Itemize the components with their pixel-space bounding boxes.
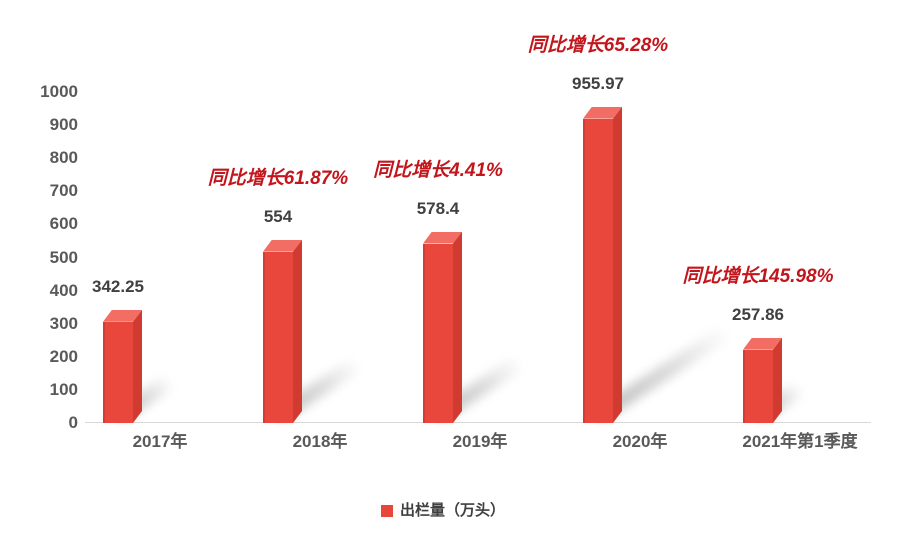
growth-annotation: 同比增长61.87%: [207, 167, 349, 189]
x-axis-label: 2019年: [452, 432, 508, 451]
data-label: 578.4: [416, 198, 460, 218]
y-tick-label: 400: [49, 280, 78, 300]
bar-top-face: [743, 337, 782, 350]
y-tick-label: 1000: [40, 82, 78, 101]
bar-top-face: [263, 239, 302, 252]
bar-top-face: [423, 231, 462, 244]
bar-side-face: [613, 107, 622, 423]
bar-top-face: [583, 106, 622, 119]
bar-side-face: [293, 240, 302, 423]
x-axis-line: [85, 422, 871, 423]
bar-side-face: [133, 310, 142, 423]
growth-annotation: 同比增长4.41%: [373, 159, 503, 181]
x-axis-label: 2018年: [292, 432, 348, 451]
bar-side-face: [773, 338, 782, 423]
bar-side-face: [453, 232, 462, 423]
y-tick-label: 900: [49, 115, 78, 135]
y-tick-label: 100: [49, 379, 78, 399]
growth-annotation: 同比增长65.28%: [527, 34, 669, 56]
y-tick-label: 200: [49, 346, 78, 366]
y-tick-label: 300: [49, 313, 78, 333]
bar-front-face: [583, 118, 613, 423]
y-tick-label: 600: [49, 214, 78, 234]
y-tick-label: 500: [49, 247, 78, 267]
bar-2020年: [583, 106, 622, 423]
bar-front-face: [423, 243, 453, 423]
legend-swatch-icon: [381, 505, 393, 517]
bar-2017年: [103, 309, 142, 423]
bar-top-face: [103, 309, 142, 322]
bar-2019年: [423, 231, 462, 423]
bar-front-face: [263, 251, 293, 423]
bar-2018年: [263, 239, 302, 423]
bar-2021年第1季度: [743, 337, 782, 423]
legend: 出栏量（万头）: [381, 503, 505, 519]
x-axis-label: 2021年第1季度: [742, 432, 858, 451]
data-label: 257.86: [732, 304, 784, 324]
x-axis-label: 2020年: [612, 432, 668, 451]
bar-front-face: [743, 349, 773, 423]
x-axis-label: 2017年: [132, 432, 188, 451]
legend-label: 出栏量（万头）: [400, 502, 506, 519]
data-label: 342.25: [92, 276, 144, 296]
data-label: 955.97: [572, 73, 624, 93]
y-tick-label: 0: [68, 413, 78, 432]
growth-annotation: 同比增长145.98%: [682, 265, 834, 287]
y-tick-label: 800: [49, 148, 78, 168]
bar-front-face: [103, 321, 133, 423]
y-tick-label: 700: [49, 181, 78, 201]
data-label: 554: [263, 206, 293, 226]
